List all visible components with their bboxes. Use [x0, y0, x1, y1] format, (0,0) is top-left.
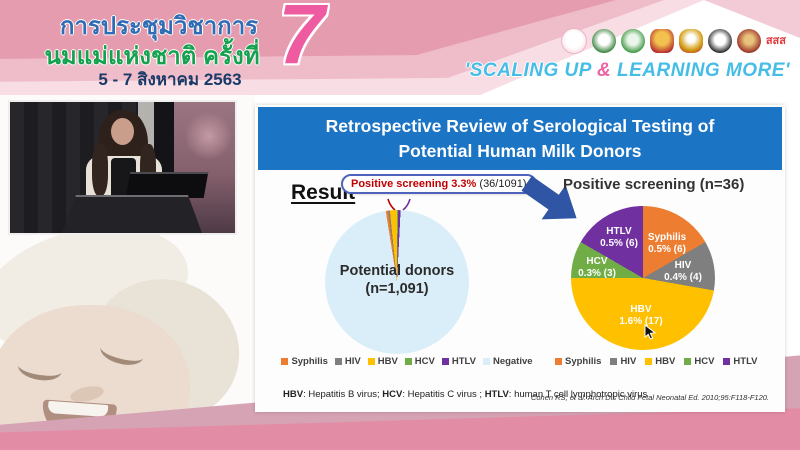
callout-detail: (36/1091)	[476, 178, 527, 190]
presenter-video	[8, 100, 237, 235]
legend-swatch-hcv	[684, 358, 692, 365]
legend-label-hiv: HIV	[620, 356, 637, 367]
thai-health-foundation-logo-icon: สสส	[765, 34, 786, 47]
presentation-slide: Retrospective Review of Serological Test…	[255, 105, 785, 412]
slice-label-hcv-name: HCV	[586, 256, 608, 267]
university-emblem-logo-icon	[707, 29, 732, 53]
positive-screening-pie-chart: Syphilis 0.5% (6) HIV 0.4% (4) HBV 1.6% …	[571, 206, 715, 350]
legend-item-hbv: HBV	[367, 356, 398, 367]
legend-potential-donors: Syphilis HIV HBV HCV HTLV Negative	[281, 356, 533, 367]
conference-title-line2: นมแม่แห่งชาติ ครั้งที่	[44, 43, 260, 70]
legend-item-htlv: HTLV	[441, 356, 476, 367]
laptop	[125, 172, 209, 198]
legend-item-negative: Negative	[482, 356, 533, 367]
royal-college-logo-icon	[649, 29, 674, 53]
legend-item-hiv: HIV	[610, 356, 636, 367]
mouse-cursor-icon	[644, 324, 656, 340]
slice-label-hbv-name: HBV	[630, 304, 652, 315]
legend-item-hcv: HCV	[404, 356, 435, 367]
legend-label-negative: Negative	[492, 356, 533, 367]
slice-label-hbv: HBV 1.6% (17)	[619, 304, 662, 328]
footnote-abbr-htlv: HTLV	[484, 389, 509, 400]
legend-swatch-syphilis	[555, 358, 562, 365]
footnote-def-hbv: : Hepatitis B virus;	[303, 389, 383, 400]
pie-left-center-label: Potential donors (n=1,091)	[325, 262, 469, 298]
legend-label-htlv: HTLV	[451, 356, 476, 367]
podium	[62, 195, 202, 233]
legend-swatch-htlv	[723, 358, 731, 365]
footnote-abbr-hcv: HCV	[382, 389, 403, 400]
callout-highlight: Positive screening 3.3%	[351, 178, 477, 190]
legend-item-hiv: HIV	[334, 356, 361, 367]
legend-label-syphilis: Syphilis	[291, 356, 328, 367]
conference-slogan: 'SCALING UP & LEARNING MORE'	[465, 60, 790, 82]
arrow-right-icon	[521, 175, 577, 220]
conference-title-line1: การประชุมวิชาการ	[59, 13, 259, 40]
conference-banner: การประชุมวิชาการ นมแม่แห่งชาติ ครั้งที่ …	[0, 0, 800, 95]
legend-swatch-hiv	[610, 358, 618, 365]
legend-positive-screening: Syphilis HIV HBV HCV HTLV	[555, 356, 758, 367]
footnote-abbr-hbv: HBV	[283, 389, 304, 400]
legend-item-hcv: HCV	[684, 356, 714, 367]
edition-number: 7	[278, 0, 325, 81]
legend-swatch-negative	[482, 358, 490, 365]
legend-label-hcv: HCV	[414, 356, 435, 367]
projected-backdrop-glow	[185, 109, 231, 163]
result-heading: Result	[291, 181, 356, 204]
slice-label-htlv-name: HTLV	[606, 226, 632, 237]
legend-label-hbv: HBV	[377, 356, 398, 367]
slice-label-syphilis-value: 0.5% (6)	[648, 244, 686, 255]
legend-item-hbv: HBV	[645, 356, 675, 367]
slogan-ampersand: &	[596, 60, 612, 81]
slice-label-hcv-value: 0.3% (3)	[578, 268, 616, 279]
legend-label-syphilis: Syphilis	[565, 356, 602, 367]
legend-item-htlv: HTLV	[723, 356, 758, 367]
presenter-hair-left	[92, 144, 108, 196]
health-ministry-logo-icon	[591, 29, 616, 53]
positive-screening-callout: Positive screening 3.3% (36/1091)	[341, 174, 537, 194]
slide-title: Retrospective Review of Serological Test…	[258, 107, 782, 170]
slice-label-hcv: HCV 0.3% (3)	[578, 256, 616, 280]
pie-left-label-line1: Potential donors	[339, 263, 455, 279]
pediatric-society-logo-icon	[678, 29, 703, 53]
legend-swatch-hbv	[645, 358, 653, 365]
slice-label-hiv-name: HIV	[674, 260, 692, 271]
callout-pointer-lines	[387, 198, 411, 211]
legend-item-syphilis: Syphilis	[555, 356, 601, 367]
slice-label-syphilis-name: Syphilis	[647, 232, 687, 243]
legend-swatch-hiv	[334, 358, 342, 365]
legend-label-hiv: HIV	[344, 356, 361, 367]
slice-label-syphilis: Syphilis 0.5% (6)	[648, 232, 686, 256]
slice-label-htlv-value: 0.5% (6)	[600, 238, 638, 249]
slogan-text-post: LEARNING MORE'	[611, 60, 790, 81]
positive-screening-title: Positive screening (n=36)	[563, 176, 745, 193]
breastfeeding-foundation-logo-icon	[560, 28, 587, 54]
conference-date: 5 - 7 สิงหาคม 2563	[98, 70, 242, 89]
legend-item-syphilis: Syphilis	[281, 356, 328, 367]
legend-swatch-hbv	[367, 358, 375, 365]
slogan-text-pre: 'SCALING UP	[464, 60, 597, 81]
legend-swatch-hcv	[404, 358, 412, 365]
slice-label-hbv-value: 1.6% (17)	[619, 316, 663, 327]
pie-left-label-line2: (n=1,091)	[365, 281, 429, 298]
royal-emblem-logo-icon	[736, 29, 761, 53]
slice-label-hiv-value: 0.4% (4)	[664, 272, 702, 283]
slice-label-hiv: HIV 0.4% (4)	[664, 260, 702, 284]
potential-donors-pie-chart: Potential donors (n=1,091)	[325, 210, 469, 354]
slice-label-htlv: HTLV 0.5% (6)	[600, 226, 638, 250]
legend-swatch-htlv	[441, 358, 449, 365]
legend-label-htlv: HTLV	[733, 356, 758, 367]
legend-label-hcv: HCV	[694, 356, 715, 367]
reference-citation: Cohen RS, et al. Arch Dis Child Fetal Ne…	[530, 393, 769, 402]
sponsor-logo-row: สสส	[560, 28, 786, 54]
medical-department-logo-icon	[620, 29, 645, 53]
legend-swatch-syphilis	[281, 358, 289, 365]
legend-label-hbv: HBV	[655, 356, 676, 367]
presenter-face	[111, 118, 134, 145]
footnote-def-hcv: : Hepatitis C virus ;	[402, 389, 485, 400]
